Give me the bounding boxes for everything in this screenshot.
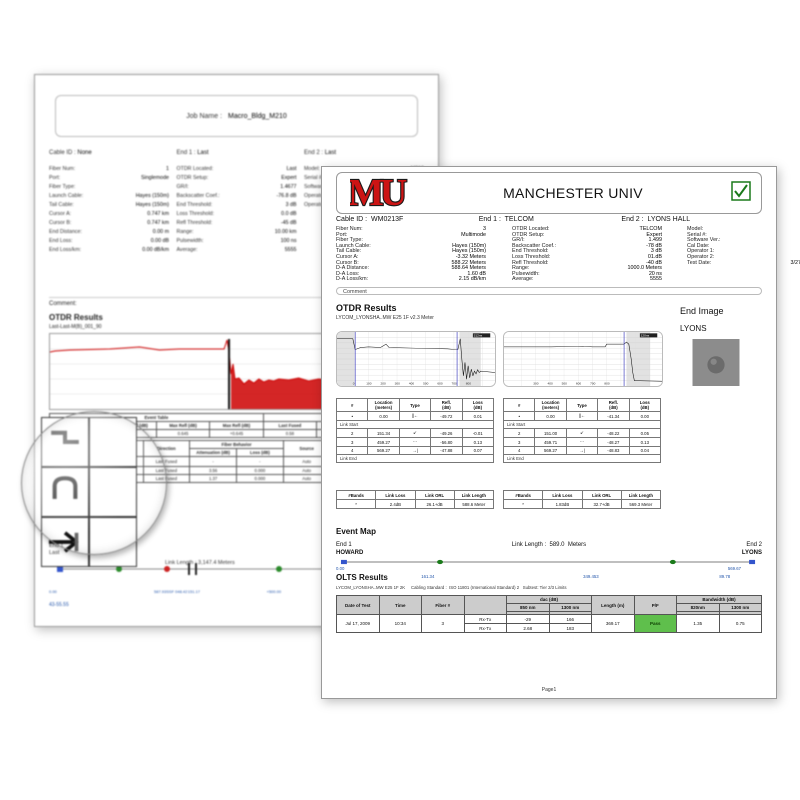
svg-text:200: 200 [380, 382, 386, 386]
svg-text:700: 700 [452, 382, 458, 386]
svg-text:312ns: 312ns [474, 334, 483, 338]
svg-text:500: 500 [562, 382, 568, 386]
svg-text:700: 700 [590, 382, 596, 386]
svg-text:MU: MU [350, 173, 407, 213]
svg-text:300: 300 [533, 382, 539, 386]
svg-text:120ns: 120ns [641, 334, 650, 338]
svg-text:400: 400 [547, 382, 553, 386]
svg-text:800: 800 [466, 382, 472, 386]
svg-text:100: 100 [366, 382, 372, 386]
svg-text:600: 600 [576, 382, 582, 386]
svg-text:500: 500 [423, 382, 429, 386]
svg-text:400: 400 [409, 382, 415, 386]
svg-text:800: 800 [604, 382, 610, 386]
svg-text:300: 300 [395, 382, 401, 386]
svg-text:600: 600 [437, 382, 443, 386]
